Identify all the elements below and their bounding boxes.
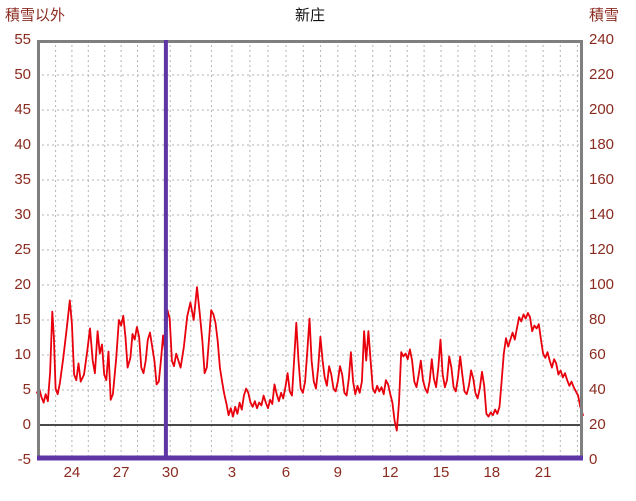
left-axis-tick: 50 xyxy=(14,66,31,83)
chart-title: 新庄 xyxy=(294,7,325,24)
right-axis-tick: 80 xyxy=(589,311,606,328)
plot-area xyxy=(36,40,584,461)
left-axis-tick: 55 xyxy=(14,31,31,48)
right-axis-tick: 240 xyxy=(589,31,615,48)
x-axis-tick: 30 xyxy=(161,464,179,481)
left-axis-tick: 20 xyxy=(14,276,31,293)
right-axis-tick: 20 xyxy=(589,416,606,433)
right-axis-tick: 220 xyxy=(589,66,615,83)
left-axis-tick: 15 xyxy=(14,311,31,328)
right-axis-tick: 60 xyxy=(589,346,606,363)
left-axis-tick: -5 xyxy=(17,451,31,468)
left-axis-tick: 5 xyxy=(22,381,31,398)
right-axis-tick: 140 xyxy=(589,206,615,223)
right-axis-tick: 100 xyxy=(589,276,615,293)
x-axis-tick: 27 xyxy=(112,464,130,481)
x-axis-tick: 3 xyxy=(227,464,237,481)
right-axis-tick: 0 xyxy=(589,451,598,468)
x-axis-tick: 24 xyxy=(63,464,81,481)
red-series xyxy=(36,286,584,432)
x-axis-tick: 21 xyxy=(534,464,552,481)
left-axis-tick: 25 xyxy=(14,241,31,258)
left-axis-tick: 30 xyxy=(14,206,31,223)
left-axis-tick: 40 xyxy=(14,136,31,153)
left-axis-title: 積雪以外 xyxy=(5,7,66,24)
x-axis-tick: 6 xyxy=(281,464,291,481)
left-axis-tick: 35 xyxy=(14,171,31,188)
x-axis-tick: 15 xyxy=(432,464,450,481)
right-axis-tick: 200 xyxy=(589,101,615,118)
right-axis-tick: 160 xyxy=(589,171,615,188)
x-axis-tick: 18 xyxy=(483,464,501,481)
left-axis-tick: 45 xyxy=(14,101,31,118)
right-axis-tick: 180 xyxy=(589,136,615,153)
right-axis-title: 積雪 xyxy=(589,7,620,24)
right-axis-tick: 120 xyxy=(589,241,615,258)
x-axis-tick: 12 xyxy=(381,464,399,481)
right-axis-tick: 40 xyxy=(589,381,606,398)
x-axis-tick: 9 xyxy=(333,464,343,481)
left-axis-tick: 0 xyxy=(22,416,31,433)
left-axis-tick: 10 xyxy=(14,346,31,363)
